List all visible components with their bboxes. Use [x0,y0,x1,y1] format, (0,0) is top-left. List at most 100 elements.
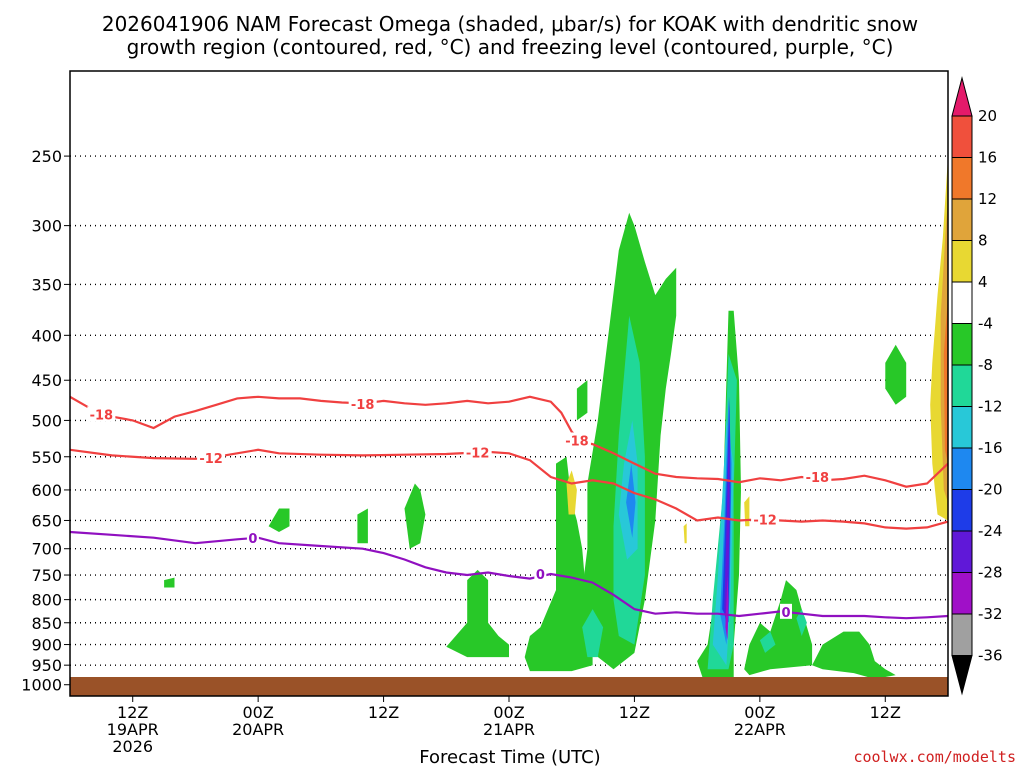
omega-region-yellow-s1 [566,470,577,515]
colorbar-label-5: -4 [978,315,993,333]
colorbar-label-9: -20 [978,481,1003,499]
xtick-label-3-0: 00Z [493,703,524,722]
omega-region-blue-1 [626,463,636,538]
omega-region-teal-4 [759,631,776,653]
ytick-label-650: 650 [31,511,62,530]
ytick-label-900: 900 [31,636,62,655]
plot-frame [69,70,949,697]
colorbar-segment-10 [951,489,973,532]
omega-region-orange-right [943,295,948,464]
colorbar-label-11: -28 [978,564,1003,582]
contour-label-3: -18 [806,471,830,486]
contour-label-4: -12 [199,452,223,467]
ytick-label-300: 300 [31,217,62,236]
colorbar-segment-2 [951,157,973,200]
xtick-label-5-1: 22APR [734,720,786,739]
omega-region-violet-2 [724,420,730,636]
omega-region-teal-3 [582,609,604,658]
ytick-label-1000: 1000 [21,676,62,695]
ground-surface [70,677,948,696]
contour-freezing-level [70,530,948,620]
omega-region-purple-2 [725,575,729,641]
colorbar-label-12: -32 [978,605,1003,623]
omega-region-green-blob-e [164,577,175,588]
ytick-label-400: 400 [31,326,62,345]
omega-region-green-blob-d [357,508,368,544]
omega-region-green-late [744,580,813,676]
colorbar-segment-11 [951,530,973,573]
y-axis-pressure: 250 300 350 400 450 500 550 600 650 700 750 800 850 9… [21,147,70,695]
omega-region-green-blob-g [885,344,907,405]
colorbar-label-8: -16 [978,439,1003,457]
credit-text: coolwx.com/modelts [853,748,1016,766]
colorbar-label-6: -8 [978,356,993,374]
ytick-label-450: 450 [31,371,62,390]
colorbar-segment-6 [951,323,973,366]
contour-label-bg-2 [562,432,591,448]
ytick-label-700: 700 [31,540,62,559]
contour-label-8: 0 [536,568,545,583]
colorbar-segment-13 [951,613,973,656]
omega-region-yellow-s3 [683,523,687,544]
ground-fill [70,677,948,696]
colorbar-label-1: 16 [978,149,997,167]
colorbar-segment-12 [951,572,973,615]
colorbar-label-13: -36 [978,647,1003,665]
ytick-label-350: 350 [31,275,62,294]
xtick-label-0-1: 19APR [107,720,159,739]
contour-label-bg-9 [779,603,792,619]
contour-label-bg-4 [197,450,226,466]
omega-region-green-blob-c [268,508,290,532]
colorbar-label-4: 4 [978,273,988,291]
contour-label-1: -18 [351,398,375,413]
omega-region-yellow-s2 [744,496,750,527]
chart-title-line2: growth region (contoured, red, °C) and f… [127,35,894,59]
temperature-contours [70,395,948,620]
xtick-label-5-0: 00Z [744,703,775,722]
colorbar: 20 16 12 8 4 -4 -8 -12 -16 -20 -24 -28 -32 -36 [951,76,1003,696]
contour-label-0: -18 [90,408,114,423]
ytick-label-800: 800 [31,591,62,610]
ytick-label-600: 600 [31,481,62,500]
colorbar-label-10: -24 [978,522,1003,540]
contour-label-9: 0 [781,606,790,621]
colorbar-label-0: 20 [978,107,997,125]
contour-label-bg-3 [803,469,832,485]
omega-region-teal-5 [796,609,807,636]
colorbar-segment-4 [951,240,973,283]
contour-label-bg-5 [463,444,492,460]
ytick-label-550: 550 [31,448,62,467]
ytick-label-950: 950 [31,656,62,675]
contour-labels: -18 -18 -18 -18 -12 -12 -12 0 0 0 [87,396,832,621]
chart-title-line1: 2026041906 NAM Forecast Omega (shaded, μ… [102,12,918,36]
contour-label-bg-7 [246,530,259,546]
omega-region-green-mid-2 [524,456,593,672]
contour-label-bg-1 [348,396,377,412]
xtick-label-0-2: 2026 [112,737,153,756]
xtick-label-1-1: 20APR [232,720,284,739]
xtick-label-3-1: 21APR [483,720,535,739]
x-axis-label: Forecast Time (UTC) [419,747,600,768]
colorbar-segment-1 [951,115,973,158]
contour-label-7: 0 [248,532,257,547]
contour-label-bg-6 [751,511,780,527]
colorbar-segment-8 [951,406,973,449]
ytick-label-500: 500 [31,411,62,430]
colorbar-bottom-arrow [951,655,973,696]
colorbar-label-7: -12 [978,398,1003,416]
omega-region-green-late-2 [812,631,896,679]
contour-dgz-minus12 [70,448,948,530]
ytick-label-750: 750 [31,566,62,585]
contour-label-bg-8 [534,566,547,582]
ytick-label-250: 250 [31,147,62,166]
omega-region-green-blob-a [446,569,509,658]
xtick-label-4-0: 12Z [619,703,650,722]
colorbar-segment-5 [951,281,973,324]
colorbar-top-arrow [951,76,973,117]
colorbar-label-3: 8 [978,232,988,250]
omega-region-green-blob-b [404,483,426,549]
ytick-label-850: 850 [31,614,62,633]
omega-shading [164,156,948,681]
